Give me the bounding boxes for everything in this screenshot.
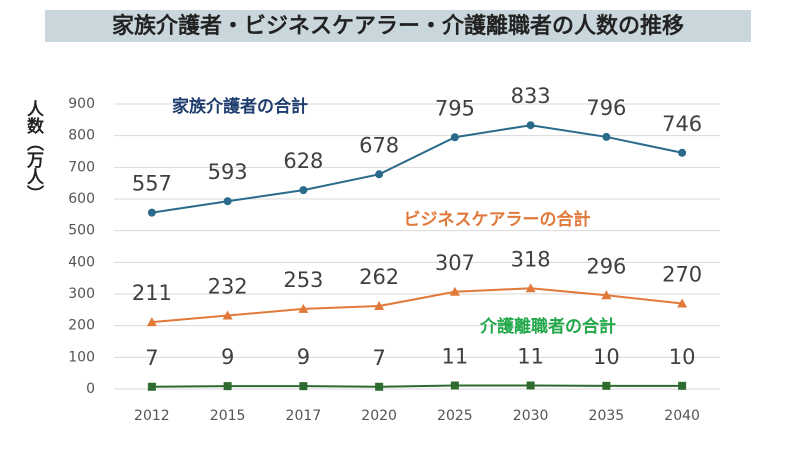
data-label: 9: [221, 345, 234, 369]
data-label: 307: [435, 251, 475, 275]
data-label: 11: [517, 345, 544, 369]
x-tick-label: 2020: [361, 408, 397, 424]
marker: [375, 382, 384, 391]
data-label: 796: [586, 96, 626, 120]
marker: [223, 197, 232, 206]
marker: [601, 290, 612, 300]
marker: [450, 133, 459, 142]
marker: [525, 283, 536, 293]
y-tick-label: 900: [68, 96, 95, 112]
series-line: [151, 384, 683, 388]
series-line: [151, 124, 683, 214]
x-tick-label: 2025: [437, 408, 473, 424]
x-tick-label: 2030: [513, 408, 549, 424]
marker: [602, 381, 611, 390]
marker: [450, 381, 459, 390]
marker: [299, 382, 308, 391]
marker: [223, 382, 232, 391]
data-label: 7: [372, 346, 385, 370]
data-label: 795: [435, 96, 475, 120]
y-tick-label: 400: [68, 254, 95, 270]
data-label: 593: [208, 160, 248, 184]
chart-title: 家族介護者・ビジネスケアラー・介護離職者の人数の推移: [112, 13, 684, 39]
marker: [222, 310, 233, 320]
marker: [602, 132, 611, 141]
y-tick-label: 100: [68, 349, 95, 365]
series-name: 介護離職者の合計: [479, 316, 616, 337]
data-label: 253: [283, 268, 323, 292]
series-name: ビジネスケアラーの合計: [404, 209, 591, 230]
marker: [375, 170, 384, 179]
y-tick-label: 0: [86, 381, 95, 397]
data-label: 270: [662, 263, 702, 287]
data-label: 7: [145, 346, 158, 370]
marker: [374, 301, 385, 311]
marker: [147, 382, 156, 391]
x-tick-label: 2012: [134, 408, 170, 424]
data-label: 10: [593, 345, 620, 369]
data-label: 628: [283, 149, 323, 173]
data-label: 11: [442, 345, 469, 369]
y-tick-label: 800: [68, 128, 95, 144]
marker: [678, 381, 687, 390]
x-tick-label: 2015: [210, 408, 246, 424]
marker: [449, 286, 460, 296]
marker: [147, 208, 156, 217]
data-label: 10: [669, 345, 696, 369]
y-tick-label: 500: [68, 223, 95, 239]
data-label: 318: [511, 247, 551, 271]
series-line: [151, 287, 683, 324]
y-tick-label: 200: [68, 318, 95, 334]
data-label: 746: [662, 112, 702, 136]
marker: [526, 381, 535, 390]
title-background: [45, 10, 751, 42]
x-tick-label: 2017: [286, 408, 322, 424]
marker: [678, 148, 687, 157]
data-label: 232: [208, 275, 248, 299]
x-tick-label: 2035: [589, 408, 625, 424]
y-tick-label: 300: [68, 286, 95, 302]
marker: [526, 121, 535, 130]
data-label: 9: [297, 345, 310, 369]
series-name: 家族介護者の合計: [172, 96, 308, 117]
marker: [299, 186, 308, 195]
y-tick-label: 600: [68, 191, 95, 207]
data-label: 262: [359, 265, 399, 289]
data-label: 211: [132, 281, 172, 305]
y-tick-label: 700: [68, 159, 95, 175]
x-tick-label: 2040: [664, 408, 700, 424]
data-label: 678: [359, 133, 399, 157]
data-label: 296: [586, 254, 626, 278]
marker: [146, 317, 157, 327]
data-label: 557: [132, 172, 172, 196]
y-axis-label: 人数（万人）: [23, 100, 45, 202]
data-label: 833: [511, 84, 551, 108]
marker: [298, 303, 309, 313]
marker: [677, 298, 688, 308]
